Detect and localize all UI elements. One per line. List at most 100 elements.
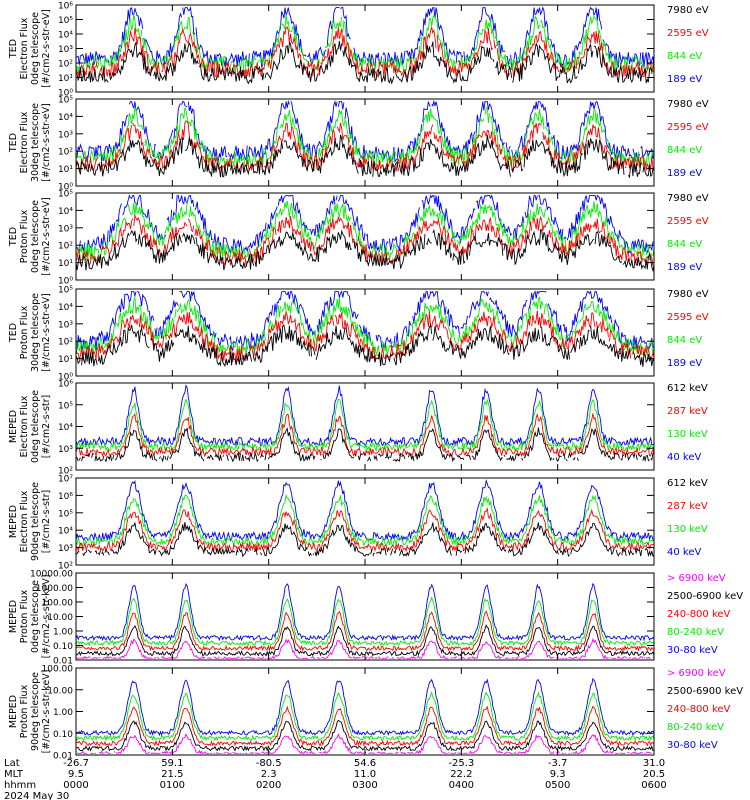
legend-item: 189 eV <box>667 262 702 273</box>
y-tick-label: 10² <box>58 562 73 572</box>
plot-frame <box>75 192 655 281</box>
legend-item: 2595 eV <box>667 312 709 323</box>
y-axis-label-line: 0deg telescope <box>30 390 41 463</box>
x-tick-label-mlt: 2.3 <box>261 769 277 780</box>
y-tick-label: 10⁶ <box>58 380 73 390</box>
legend-item: 40 keV <box>667 547 701 558</box>
y-tick-label: 1.00 <box>53 708 73 718</box>
legend-item: > 6900 keV <box>667 573 726 584</box>
x-tick-label-lat: -25.3 <box>448 758 474 769</box>
y-tick-label: 10⁶ <box>58 2 73 12</box>
panel-3: 10⁰ 10¹ 10² 10³ 10⁴ 10⁵ TEDProton Flux0deg tel… <box>8 190 709 287</box>
x-axis-row-label: hhmm <box>4 780 36 791</box>
legend-item: 612 keV <box>667 383 708 394</box>
y-tick-label: 10² <box>58 242 73 252</box>
y-axis-label-line: 90deg telescope <box>30 672 41 751</box>
plot-frame <box>75 382 655 471</box>
y-tick-label: 10¹ <box>58 74 73 84</box>
y-tick-label: 10⁵ <box>58 401 73 411</box>
x-tick-label-time: 0200 <box>256 780 281 791</box>
x-axis-labels: LatMLThhmm-26.79.5000059.121.50100-80.52… <box>4 758 667 800</box>
y-tick-label: 10⁴ <box>58 527 73 537</box>
y-axis-label-line: TED <box>8 133 19 153</box>
legend-item: 189 eV <box>667 74 702 85</box>
legend-item: 2595 eV <box>667 28 709 39</box>
panel-2: 10⁰ 10¹ 10² 10³ 10⁴ 10⁵ TEDElectron Flux30deg … <box>8 96 709 193</box>
x-tick-label-time: 0100 <box>160 780 185 791</box>
legend-item: 30-80 keV <box>667 645 718 656</box>
y-axis-label: MEPEDElectron Flux90deg telescope[#/cm2-… <box>8 482 52 561</box>
x-tick-label-time: 0400 <box>449 780 474 791</box>
legend-item: 2595 eV <box>667 122 709 133</box>
y-tick-label: 100.00 <box>42 599 74 609</box>
series-line-blue <box>75 582 655 642</box>
date-label: 2024 May 30 <box>4 791 69 800</box>
panel-4: 10⁰ 10¹ 10² 10³ 10⁴ 10⁵ TEDProton Flux30deg te… <box>8 286 709 383</box>
y-axis-label-line: 30deg telescope <box>30 293 41 372</box>
panel-1: 10⁰ 10¹ 10² 10³ 10⁴ 10⁵ 10⁶ TEDElectron Flux0de… <box>8 2 709 99</box>
series-line-red <box>75 412 655 458</box>
legend-item: 189 eV <box>667 168 702 179</box>
x-tick-label-lat: -26.7 <box>63 758 89 769</box>
y-tick-label: 10³ <box>58 224 73 234</box>
y-tick-label: 10² <box>58 148 73 158</box>
legend-item: 287 keV <box>667 406 708 417</box>
y-tick-label: 10⁰ <box>58 89 73 99</box>
y-tick-label: 10³ <box>58 445 73 455</box>
y-axis-label-line: [#/cm2-s-str-eV] <box>41 293 52 372</box>
y-tick-label: 10⁰ <box>58 183 73 193</box>
y-tick-label: 10³ <box>58 130 73 140</box>
x-axis-row-label: MLT <box>4 769 24 780</box>
y-tick-label: 10¹ <box>58 165 73 175</box>
legend-item: 130 keV <box>667 524 708 535</box>
x-tick-label-lat: 31.0 <box>643 758 665 769</box>
y-tick-label: 10⁴ <box>58 303 73 313</box>
x-tick-label-time: 0300 <box>352 780 377 791</box>
y-tick-label: 10⁶ <box>58 492 73 502</box>
series-line-black <box>75 719 655 752</box>
y-tick-label: 10⁴ <box>58 207 73 217</box>
y-axis-label-line: Proton Flux <box>19 589 30 643</box>
series-line-red <box>75 705 655 747</box>
y-tick-label: 10.00 <box>47 613 73 623</box>
y-axis-label-line: TED <box>8 39 19 59</box>
y-axis-label-line: Electron Flux <box>19 395 30 457</box>
y-tick-label: 0.10 <box>53 730 73 740</box>
series-line-blue <box>75 677 655 737</box>
series-line-green <box>75 493 655 548</box>
legend-item: 189 eV <box>667 358 702 369</box>
series-line-black <box>75 228 655 273</box>
legend-item: 2500-6900 keV <box>667 591 743 602</box>
y-tick-label: 10² <box>58 338 73 348</box>
y-axis-label: MEPEDElectron Flux0deg telescope[#/cm2-s… <box>8 390 52 463</box>
y-axis-label: TEDElectron Flux30deg telescope[#/cm2-s-… <box>8 103 52 182</box>
x-tick-label-mlt: 22.2 <box>450 769 472 780</box>
y-tick-label: 1.00 <box>53 628 73 638</box>
x-tick-label-mlt: 20.5 <box>643 769 665 780</box>
x-tick-label-time: 0600 <box>641 780 666 791</box>
x-axis-row-label: Lat <box>4 758 20 769</box>
y-tick-label: 10³ <box>58 320 73 330</box>
y-axis-label-line: Electron Flux <box>19 490 30 552</box>
series-line-black <box>75 323 655 368</box>
y-tick-label: 10⁵ <box>58 190 73 200</box>
y-tick-label: 10⁰ <box>58 277 73 287</box>
y-tick-label: 10¹ <box>58 355 73 365</box>
legend-item: 240-800 keV <box>667 704 731 715</box>
x-tick-label-mlt: 9.5 <box>68 769 84 780</box>
legend-item: 40 keV <box>667 452 701 463</box>
y-axis-label-line: TED <box>8 323 19 343</box>
legend-item: > 6900 keV <box>667 668 726 679</box>
y-axis-label-line: Proton Flux <box>19 209 30 263</box>
y-axis-label-line: 90deg telescope <box>30 482 41 561</box>
x-tick-label-time: 0000 <box>63 780 88 791</box>
legend-item: 80-240 keV <box>667 722 724 733</box>
y-axis-label-line: TED <box>8 227 19 247</box>
series-line-magenta <box>75 637 655 660</box>
x-tick-label-lat: 59.1 <box>161 758 183 769</box>
y-tick-label: 10³ <box>58 45 73 55</box>
y-tick-label: 10.00 <box>47 686 73 696</box>
legend-item: 7980 eV <box>667 5 709 16</box>
